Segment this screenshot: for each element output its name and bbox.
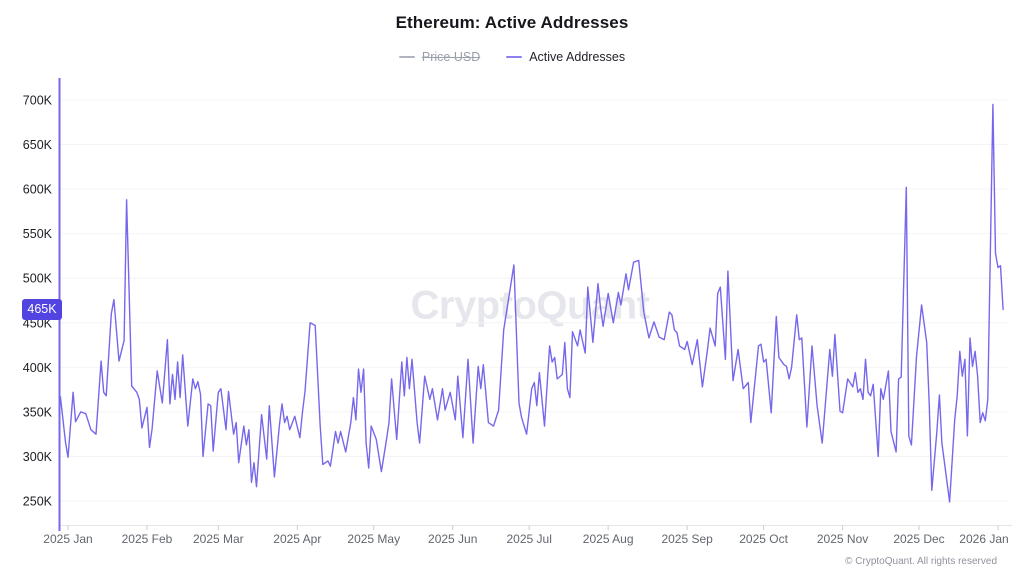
y-axis-label: 650K	[23, 138, 53, 152]
x-axis-label: 2025 Dec	[893, 532, 944, 546]
x-axis-label: 2026 Jan	[959, 532, 1008, 546]
copyright-notice: © CryptoQuant. All rights reserved	[845, 556, 997, 567]
x-axis-label: 2025 Oct	[739, 532, 788, 546]
x-axis-label: 2025 Aug	[583, 532, 634, 546]
legend-item-active-addresses[interactable]: Active Addresses	[506, 50, 625, 64]
x-axis-label: 2025 Sep	[661, 532, 713, 546]
y-axis-label: 300K	[23, 450, 53, 464]
x-axis-label: 2025 Nov	[817, 532, 868, 546]
current-value-badge: 465K	[22, 299, 62, 320]
y-axis-label: 250K	[23, 495, 53, 509]
x-axis-label: 2025 Apr	[273, 532, 321, 546]
legend-label-price-usd: Price USD	[421, 50, 481, 64]
page-title: Ethereum: Active Addresses	[395, 13, 629, 32]
chart-legend: Price USD Active Addresses	[0, 50, 1024, 64]
y-axis-label: 700K	[23, 94, 53, 108]
x-axis-label: 2025 May	[347, 532, 400, 546]
price-usd-line-swatch	[398, 56, 415, 58]
active-addresses-line[interactable]	[59, 103, 1004, 503]
legend-label-active-addresses: Active Addresses	[529, 50, 626, 64]
y-axis-label: 600K	[23, 183, 53, 197]
x-axis-label: 2025 Feb	[122, 532, 173, 546]
x-axis-label: 2025 Jan	[43, 532, 92, 546]
y-axis-label: 550K	[23, 227, 53, 241]
y-axis-label: 500K	[23, 272, 53, 286]
x-axis-label: 2025 Jul	[506, 532, 551, 546]
y-axis-label: 400K	[23, 361, 53, 375]
y-axis-label: 350K	[23, 405, 53, 419]
x-axis-label: 2025 Mar	[193, 532, 244, 546]
active-addresses-line-swatch	[506, 56, 523, 58]
x-axis-label: 2025 Jun	[428, 532, 477, 546]
legend-item-price-usd[interactable]: Price USD	[398, 50, 481, 64]
